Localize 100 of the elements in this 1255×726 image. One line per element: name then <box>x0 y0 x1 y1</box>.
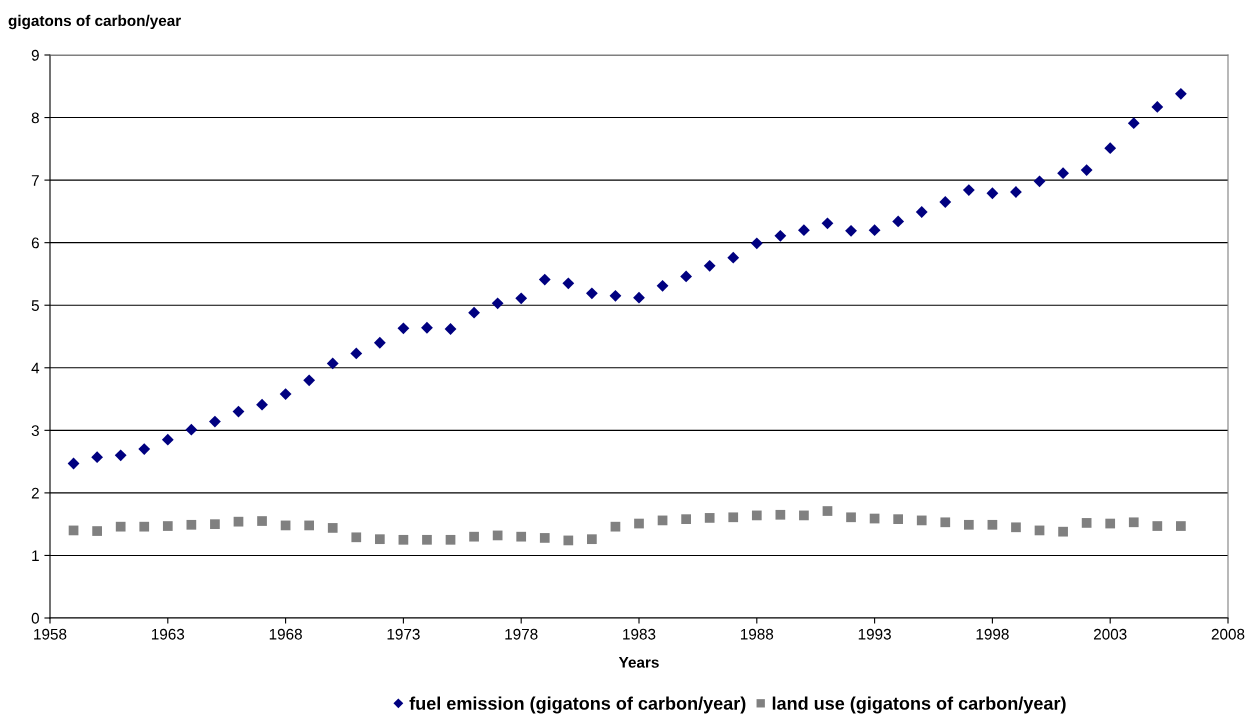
point <box>422 534 432 545</box>
point <box>256 398 268 411</box>
y-tick-label: 5 <box>31 300 39 311</box>
x-tick-label: 2003 <box>1093 628 1127 640</box>
point <box>563 535 574 546</box>
point <box>1174 87 1187 100</box>
point <box>610 521 621 532</box>
point <box>704 513 715 523</box>
y-tick-label: 6 <box>31 237 39 249</box>
point <box>962 184 975 197</box>
x-tick-label: 2008 <box>1211 628 1245 640</box>
x-tick-label: 1993 <box>858 628 891 640</box>
point <box>91 451 104 464</box>
point <box>1128 517 1139 528</box>
point <box>444 323 457 335</box>
y-tick-label: 2 <box>31 487 39 499</box>
point <box>915 206 928 218</box>
point <box>491 297 504 310</box>
point <box>868 224 881 237</box>
point <box>703 259 716 272</box>
point <box>821 217 834 230</box>
point <box>656 279 669 292</box>
y-tick-label: 1 <box>32 550 39 561</box>
y-axis-title: gigatons of carbon/year <box>8 14 181 30</box>
point <box>1058 526 1068 537</box>
point <box>609 289 622 302</box>
point <box>822 506 833 516</box>
point <box>374 534 385 545</box>
point <box>1080 164 1093 176</box>
y-tick-label: 3 <box>31 425 39 437</box>
x-tick-label: 1988 <box>740 628 774 640</box>
point <box>115 521 126 532</box>
point <box>587 534 597 545</box>
point <box>681 514 691 525</box>
point <box>963 519 974 530</box>
point <box>775 509 786 520</box>
point <box>939 196 952 208</box>
point <box>257 516 267 526</box>
point <box>727 251 740 264</box>
point <box>209 415 221 428</box>
point <box>538 273 551 286</box>
point <box>916 515 927 526</box>
point <box>161 433 174 446</box>
point <box>845 224 857 237</box>
legend-label: land use (gigatons of carbon/year) <box>772 696 1066 714</box>
point <box>774 229 787 242</box>
point <box>516 531 527 542</box>
point <box>185 423 198 436</box>
point <box>1011 522 1021 533</box>
point <box>469 531 479 542</box>
point <box>846 512 856 523</box>
point <box>987 519 998 530</box>
point <box>421 321 433 334</box>
point <box>139 521 150 532</box>
y-tick-label: 4 <box>31 362 40 374</box>
x-tick-label: 1973 <box>387 628 420 640</box>
point <box>350 347 363 360</box>
x-tick-label: 1983 <box>623 628 656 640</box>
point <box>751 510 762 521</box>
x-tick-label: 1998 <box>976 628 1009 640</box>
point <box>186 519 197 530</box>
point <box>327 523 338 533</box>
y-tick-label: 0 <box>31 612 39 624</box>
x-tick-label: 1978 <box>505 628 538 640</box>
point <box>986 187 999 200</box>
y-tick-label: 8 <box>31 112 39 124</box>
x-tick-label: 1963 <box>151 628 185 640</box>
point <box>304 520 315 531</box>
legend-label: fuel emission (gigatons of carbon/year) <box>409 696 746 714</box>
point <box>893 514 904 525</box>
point <box>1151 101 1164 113</box>
point <box>634 518 644 529</box>
point <box>303 374 316 387</box>
point <box>445 534 456 545</box>
point <box>210 519 220 530</box>
x-axis-title: Years <box>618 657 659 668</box>
point <box>162 521 173 531</box>
point <box>351 532 362 543</box>
point <box>892 215 905 228</box>
point <box>138 443 151 455</box>
point <box>326 357 339 370</box>
point <box>492 530 503 541</box>
point <box>562 277 575 290</box>
point <box>515 292 528 305</box>
point <box>233 516 244 527</box>
point <box>1176 521 1186 531</box>
point <box>398 534 409 545</box>
point <box>940 517 951 528</box>
point <box>799 510 809 521</box>
point <box>397 322 410 335</box>
point <box>680 270 693 283</box>
point <box>1104 142 1117 155</box>
point <box>750 237 763 250</box>
point <box>1105 518 1116 529</box>
x-tick-label: 1958 <box>34 628 67 640</box>
point <box>585 287 598 300</box>
point <box>1057 167 1069 180</box>
point <box>539 533 550 543</box>
point <box>633 291 645 304</box>
point <box>373 336 386 349</box>
